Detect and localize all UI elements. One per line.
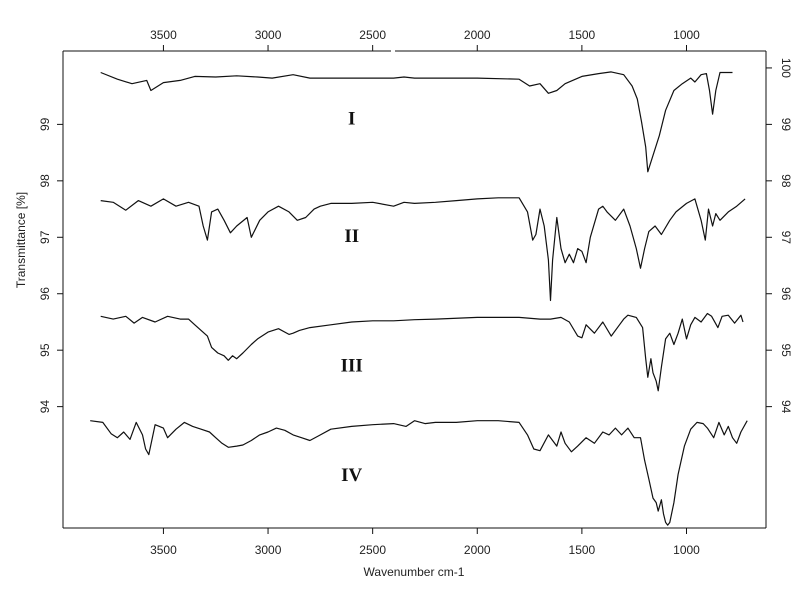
trace-III (100, 312, 744, 392)
axis-ticks: 3500 3500 3000 3000 2500 2500 2000 2000 1500 1500… (38, 28, 793, 557)
x-tick-label-top-1000: 1000 (673, 28, 700, 42)
trace-I (100, 71, 733, 173)
x-tick-label-bottom-3500: 3500 (150, 543, 177, 557)
y-tick-label-left-97: 97 (38, 230, 52, 244)
x-tick-label-top-3500: 3500 (150, 28, 177, 42)
x-tick-label-top-2500: 2500 (359, 28, 386, 42)
y-tick-label-right-97: 97 (779, 231, 793, 245)
y-tick-label-left-99: 99 (38, 117, 52, 131)
spectrum-traces (90, 71, 748, 526)
y-tick-label-right-99: 99 (779, 118, 793, 132)
trace-II (100, 197, 746, 302)
y-tick-label-left-96: 96 (38, 287, 52, 301)
y-tick-label-left-95: 95 (38, 343, 52, 357)
x-axis-title: Wavenumber cm-1 (364, 565, 465, 579)
y-tick-label-right-100: 100 (779, 58, 793, 78)
y-tick-label-right-95: 95 (779, 344, 793, 358)
x-tick-label-top-1500: 1500 (569, 28, 596, 42)
y-tick-label-right-98: 98 (779, 174, 793, 188)
trace-label-III: III (341, 356, 363, 377)
x-tick-label-bottom-2000: 2000 (464, 543, 491, 557)
x-tick-label-bottom-3000: 3000 (255, 543, 282, 557)
y-tick-label-left-98: 98 (38, 174, 52, 188)
y-tick-label-left-94: 94 (38, 400, 52, 414)
trace-label-II: II (344, 226, 359, 247)
y-axis-title: Transmittance [%] (14, 192, 28, 288)
y-tick-label-right-94: 94 (779, 400, 793, 414)
x-tick-label-bottom-1000: 1000 (673, 543, 700, 557)
plot-frame (62, 50, 767, 529)
x-tick-label-top-3000: 3000 (255, 28, 282, 42)
x-tick-label-bottom-1500: 1500 (569, 543, 596, 557)
trace-label-I: I (348, 108, 355, 129)
y-tick-label-right-96: 96 (779, 287, 793, 301)
x-tick-label-top-2000: 2000 (464, 28, 491, 42)
trace-IV (90, 420, 748, 526)
x-tick-label-bottom-2500: 2500 (359, 543, 386, 557)
trace-label-IV: IV (341, 465, 362, 486)
